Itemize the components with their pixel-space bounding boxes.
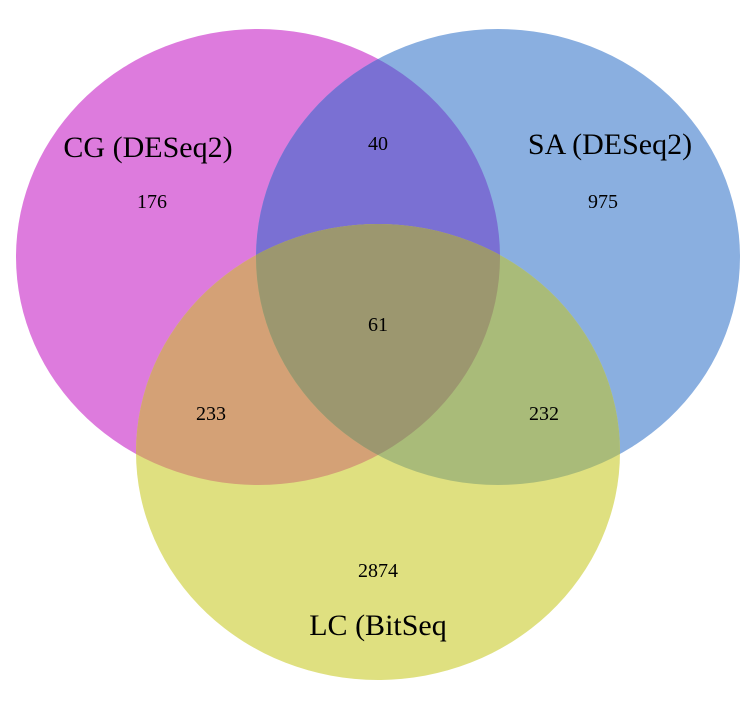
count-lc-only: 2874 bbox=[358, 560, 398, 582]
count-cg-sa: 40 bbox=[368, 133, 388, 155]
count-cg-only: 176 bbox=[137, 191, 167, 213]
set-label-cg: CG (DESeq2) bbox=[63, 131, 232, 164]
set-label-sa: SA (DESeq2) bbox=[528, 128, 692, 161]
count-sa-lc: 232 bbox=[529, 403, 559, 425]
count-sa-only: 975 bbox=[588, 191, 618, 213]
count-cg-lc: 233 bbox=[196, 403, 226, 425]
set-label-lc: LC (BitSeq bbox=[309, 609, 447, 642]
count-all-three: 61 bbox=[368, 314, 388, 336]
